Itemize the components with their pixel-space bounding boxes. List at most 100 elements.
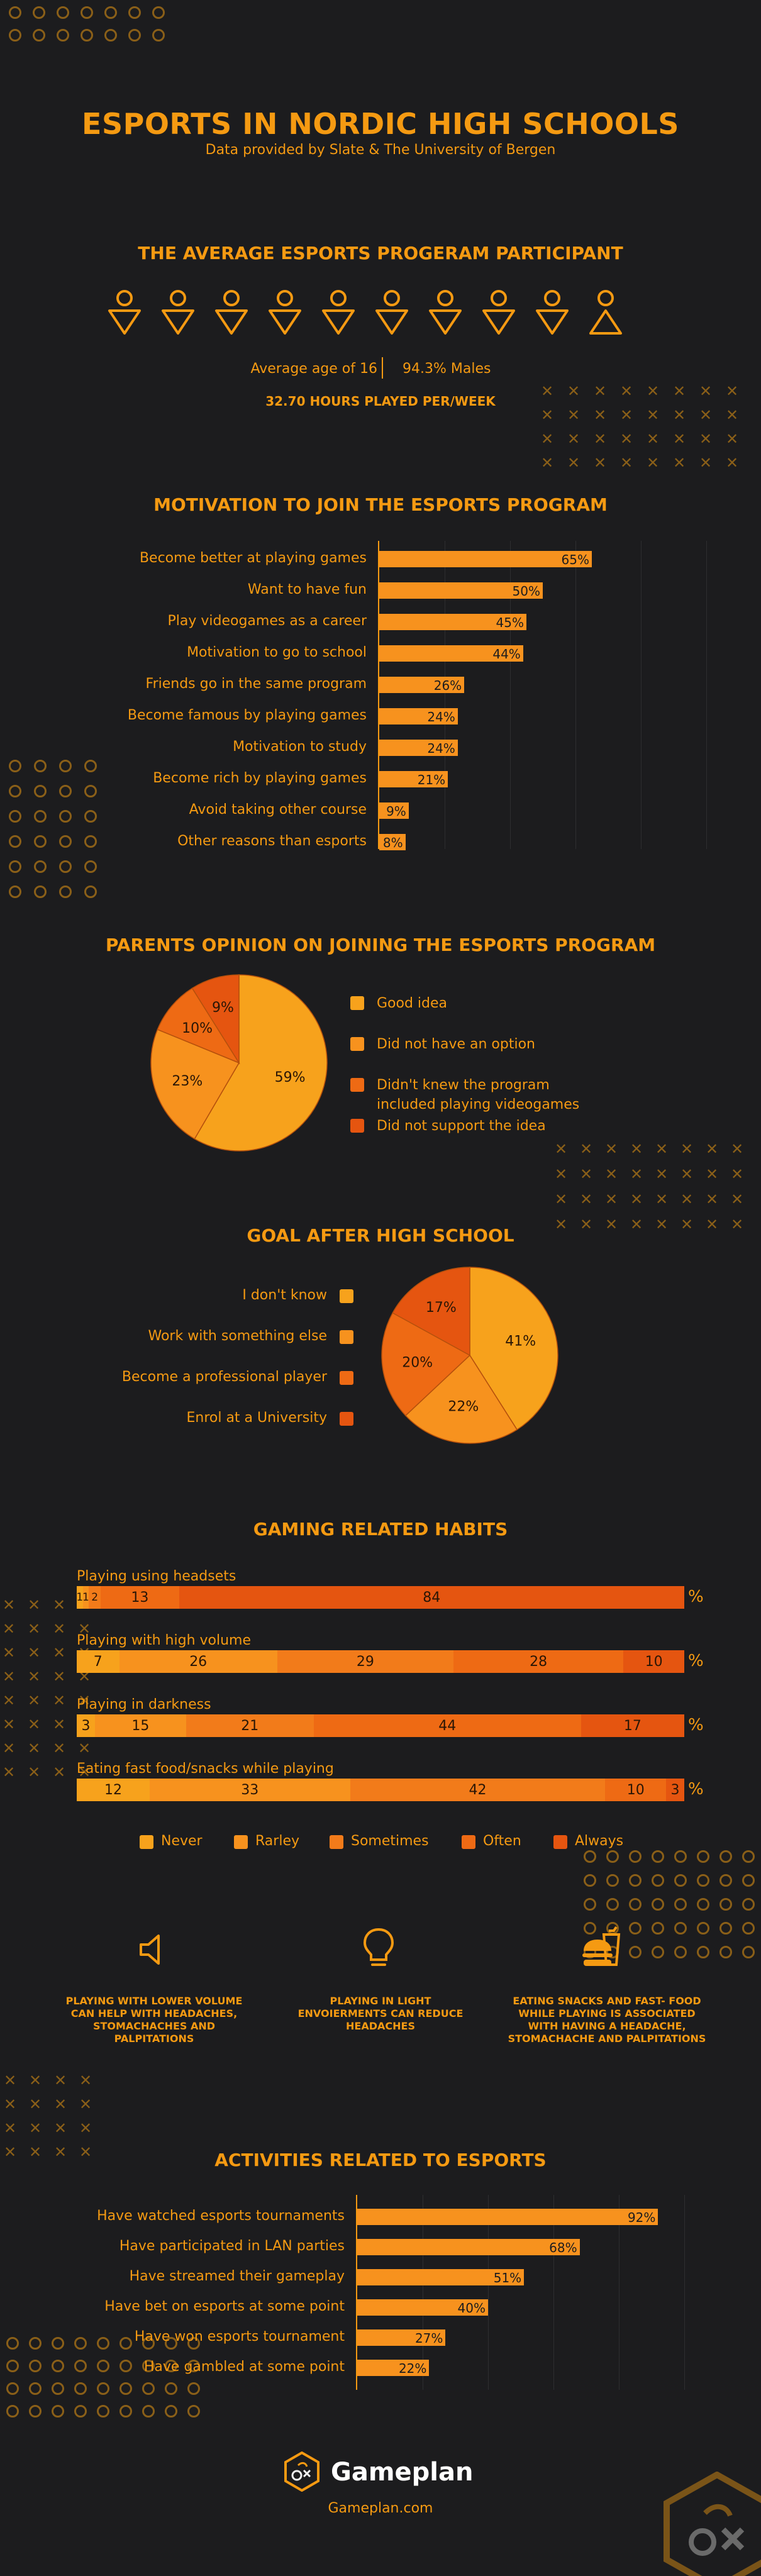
x-pattern-mark: ✕ <box>28 1668 41 1685</box>
page-title: ESPORTS IN NORDIC HIGH SCHOOLS <box>82 107 679 141</box>
grid-line <box>510 541 511 849</box>
circle-pattern-dot <box>128 6 141 19</box>
habit-segment: 29 <box>277 1650 453 1673</box>
motivation-label: Play videogames as a career <box>167 613 367 629</box>
parents-section-title: PARENTS OPINION ON JOINING THE ESPORTS P… <box>105 935 656 955</box>
footer-url[interactable]: Gameplan.com <box>328 2501 433 2516</box>
circle-pattern-dot <box>128 29 141 42</box>
circle-pattern-dot <box>9 760 21 772</box>
circle-pattern-dot <box>6 2405 19 2418</box>
pie-slice <box>469 1267 558 1431</box>
burger-drink-icon <box>581 1926 629 1970</box>
habit-segment: 21 <box>186 1714 314 1737</box>
corner-logo-watermark <box>664 2471 761 2576</box>
motivation-value: 50% <box>512 584 540 599</box>
x-pattern-mark: ✕ <box>53 1763 66 1781</box>
x-pattern-mark: ✕ <box>647 406 660 424</box>
legend-swatch <box>340 1289 353 1303</box>
male-person-icon <box>322 290 355 335</box>
circle-pattern-dot <box>34 760 47 772</box>
x-pattern-mark: ✕ <box>731 1165 744 1183</box>
habit-segment-value: 3 <box>670 1782 680 1798</box>
habit-unit: % <box>688 1780 704 1799</box>
circle-pattern-dot <box>674 1850 687 1863</box>
circle-pattern-dot <box>584 1850 596 1863</box>
tip-text: PLAYING WITH LOWER VOLUME CAN HELP WITH … <box>65 1995 243 2045</box>
x-pattern-mark: ✕ <box>4 2072 17 2089</box>
habit-legend-label: Rarley <box>255 1833 299 1849</box>
circle-pattern-dot <box>52 2382 64 2395</box>
legend-swatch <box>350 1037 364 1051</box>
legend-label: Good idea <box>377 996 448 1011</box>
x-pattern-mark: ✕ <box>555 1140 568 1158</box>
legend-swatch <box>350 1078 364 1092</box>
habit-segment: 33 <box>149 1779 350 1801</box>
circle-pattern-dot <box>165 2382 177 2395</box>
x-pattern-mark: ✕ <box>78 1620 91 1638</box>
activity-bar <box>357 2269 525 2285</box>
x-pattern-mark: ✕ <box>680 1216 694 1233</box>
circle-pattern-dot <box>652 1850 664 1863</box>
habit-segment: 42 <box>350 1779 606 1801</box>
circle-pattern-dot <box>52 2405 64 2418</box>
participant-section-title: THE AVERAGE ESPORTS PROGERAM PARTICIPANT <box>138 243 623 264</box>
legend-swatch <box>350 996 364 1010</box>
activity-label: Have watched esports tournaments <box>97 2208 345 2224</box>
habit-segment: 1 <box>82 1586 89 1609</box>
habit-legend-label: Often <box>483 1833 521 1849</box>
x-pattern-mark: ✕ <box>605 1191 618 1208</box>
x-pattern-mark: ✕ <box>28 1716 41 1733</box>
circle-pattern-dot <box>57 6 69 19</box>
circle-pattern-dot <box>81 6 93 19</box>
circle-pattern-dot <box>142 2360 155 2372</box>
habit-legend-swatch <box>234 1835 248 1849</box>
pie-slice <box>404 1354 518 1444</box>
habit-segment: 13 <box>101 1586 179 1609</box>
legend-label: Did not support the idea <box>377 1118 546 1134</box>
motivation-bar <box>379 645 523 662</box>
motivation-value: 24% <box>427 741 455 756</box>
x-pattern-mark: ✕ <box>555 1191 568 1208</box>
grid-line <box>684 2195 685 2390</box>
pie-slice <box>194 974 328 1152</box>
circle-pattern-dot <box>34 785 47 797</box>
male-person-icon <box>108 290 141 335</box>
circle-pattern-dot <box>59 860 72 873</box>
male-person-icon <box>269 290 301 335</box>
habit-segment: 28 <box>453 1650 624 1673</box>
x-pattern-mark: ✕ <box>680 1165 694 1183</box>
x-pattern-mark: ✕ <box>3 1740 16 1757</box>
habit-segment: 2 <box>89 1586 101 1609</box>
pie-slice <box>150 1028 240 1140</box>
circle-pattern-dot <box>97 2405 109 2418</box>
circle-pattern-dot <box>674 1946 687 1958</box>
footer-brand: Gameplan <box>331 2458 474 2487</box>
goal-pie-chart: 41% 22% 20% 17% <box>381 1267 558 1444</box>
x-pattern-mark: ✕ <box>580 1140 593 1158</box>
circle-pattern-dot <box>84 760 97 772</box>
motivation-label: Want to have fun <box>247 582 367 597</box>
circle-pattern-dot <box>9 835 21 848</box>
motivation-label: Motivation to go to school <box>187 645 367 660</box>
pie-slice-label: 10% <box>182 1021 213 1036</box>
circle-pattern-dot <box>9 886 21 898</box>
circle-pattern-dot <box>719 1946 732 1958</box>
activity-label: Have bet on esports at some point <box>104 2299 345 2314</box>
x-pattern-mark: ✕ <box>731 1216 744 1233</box>
x-pattern-mark: ✕ <box>29 2072 42 2089</box>
grid-line <box>575 541 576 849</box>
goal-section-title: GOAL AFTER HIGH SCHOOL <box>247 1225 514 1246</box>
motivation-value: 24% <box>427 709 455 724</box>
circle-pattern-dot <box>584 1874 596 1887</box>
pie-slice-label: 20% <box>402 1355 433 1371</box>
motivation-value: 44% <box>492 647 521 662</box>
x-pattern-mark: ✕ <box>53 1596 66 1614</box>
x-pattern-mark: ✕ <box>673 454 686 472</box>
x-pattern-mark: ✕ <box>53 1740 66 1757</box>
habit-segment-value: 7 <box>93 1653 103 1670</box>
x-pattern-mark: ✕ <box>699 406 713 424</box>
x-pattern-mark: ✕ <box>726 454 739 472</box>
habit-row-title: Playing with high volume <box>77 1633 252 1648</box>
circle-pattern-dot <box>97 2360 109 2372</box>
